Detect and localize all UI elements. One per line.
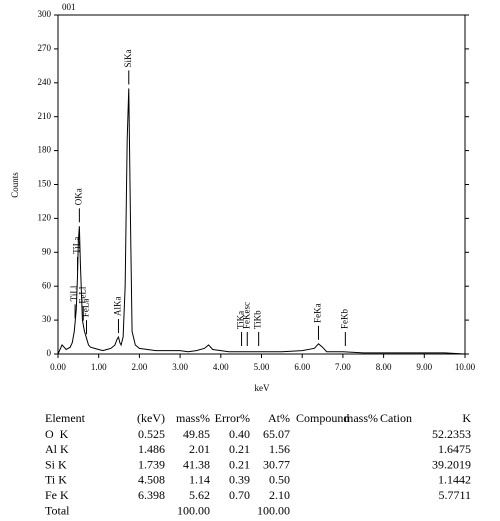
table-cell: 65.07 [263, 427, 290, 441]
table-cell: 0.50 [269, 473, 290, 487]
table-cell: 2.01 [189, 442, 210, 456]
y-tick-label: 120 [38, 212, 52, 222]
table-cell: 100.00 [257, 503, 290, 517]
x-axis-label: keV [255, 383, 270, 393]
x-tick-label: 0.00 [50, 362, 66, 372]
x-tick-label: 5.00 [254, 362, 270, 372]
table-cell: Ti K [45, 473, 67, 487]
y-axis-label: Counts [10, 172, 20, 198]
table-cell: Total [45, 503, 70, 517]
y-tick-label: 60 [42, 280, 52, 290]
table-cell: O K [45, 427, 69, 441]
table-header: Error% [215, 411, 250, 425]
table-cell: 5.7711 [438, 488, 471, 502]
x-tick-label: 8.00 [376, 362, 392, 372]
table-cell: 0.40 [229, 427, 250, 441]
x-tick-label: 10.00 [455, 362, 476, 372]
table-cell: 1.1442 [438, 473, 471, 487]
y-tick-label: 270 [38, 43, 52, 53]
table-cell: 4.508 [138, 473, 165, 487]
spectrum-line [57, 88, 466, 355]
table-cell: 0.21 [229, 457, 250, 471]
x-tick-label: 3.00 [172, 362, 188, 372]
y-tick-label: 180 [38, 145, 52, 155]
table-header: mass% [344, 411, 378, 425]
y-tick-label: 90 [42, 246, 52, 256]
peak-label: FeKb [339, 309, 349, 329]
x-tick-label: 2.00 [132, 362, 148, 372]
peak-label: TiKb [253, 310, 263, 329]
table-header: K [462, 411, 471, 425]
x-tick-label: 7.00 [335, 362, 351, 372]
table-cell: 52.2353 [432, 427, 471, 441]
table-cell: 0.525 [138, 427, 165, 441]
table-cell: 6.398 [138, 488, 165, 502]
peak-label: AlKa [113, 297, 123, 317]
table-header: Cation [380, 411, 412, 425]
table-cell: 1.486 [138, 442, 165, 456]
table-cell: 1.739 [138, 457, 165, 471]
y-tick-label: 150 [38, 179, 52, 189]
table-cell: 1.14 [189, 473, 210, 487]
corner-label: 001 [62, 2, 76, 12]
table-cell: 49.85 [183, 427, 210, 441]
table-cell: 1.56 [269, 442, 290, 456]
table-header: mass% [176, 411, 210, 425]
peak-label: TiKa [236, 311, 246, 329]
table-cell: 0.70 [229, 488, 250, 502]
y-tick-label: 300 [38, 9, 52, 19]
table-header: At% [268, 411, 290, 425]
table-header: Element [45, 411, 86, 425]
peak-label: SiKa [123, 49, 133, 67]
y-tick-label: 210 [38, 111, 52, 121]
table-cell: 5.62 [189, 488, 210, 502]
peak-label: TiLl [69, 285, 79, 301]
table-cell: 0.39 [229, 473, 250, 487]
peak-label: TiLa [72, 237, 82, 254]
table-cell: Si K [45, 457, 67, 471]
table-cell: 1.6475 [438, 442, 471, 456]
table-cell: Al K [45, 442, 69, 456]
x-tick-label: 9.00 [416, 362, 432, 372]
peak-label: FeLa [81, 299, 91, 318]
table-header: Compound [296, 411, 349, 425]
table-cell: 0.21 [229, 442, 250, 456]
peak-label: OKa [73, 188, 83, 205]
table-cell: 100.00 [177, 503, 210, 517]
table-cell: 2.10 [269, 488, 290, 502]
peak-label: FeKesc [241, 302, 251, 329]
table-cell: 41.38 [183, 457, 210, 471]
x-tick-label: 6.00 [294, 362, 310, 372]
x-tick-label: 1.00 [91, 362, 107, 372]
peak-label: FeKa [313, 303, 323, 323]
table-cell: Fe K [45, 488, 69, 502]
table-header: (keV) [137, 411, 165, 425]
table-cell: 30.77 [263, 457, 290, 471]
y-tick-label: 30 [42, 314, 52, 324]
y-tick-label: 240 [38, 77, 52, 87]
y-tick-label: 0 [47, 348, 52, 358]
x-tick-label: 4.00 [213, 362, 229, 372]
table-cell: 39.2019 [432, 457, 471, 471]
peak-label: FeLl [77, 286, 87, 303]
